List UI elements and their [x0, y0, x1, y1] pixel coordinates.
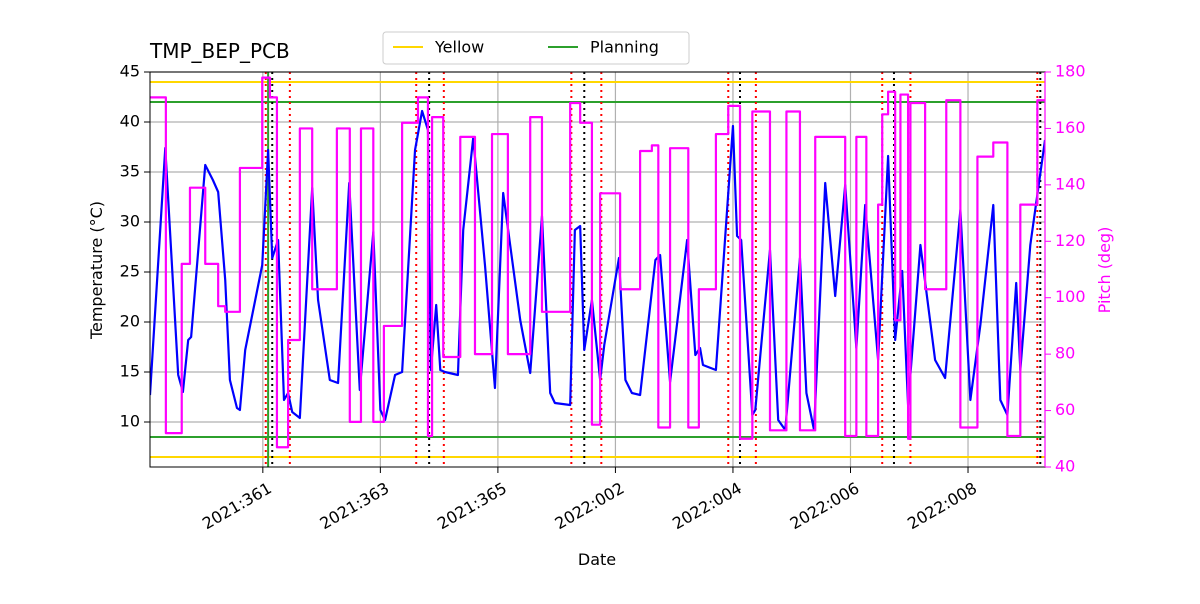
- y2-tick-label: 100: [1055, 287, 1086, 306]
- y-tick-label: 45: [120, 62, 140, 81]
- legend-label: Yellow: [434, 38, 484, 57]
- y2-tick-label: 160: [1055, 118, 1086, 137]
- y2-tick-label: 120: [1055, 231, 1086, 250]
- y2-axis-label: Pitch (deg): [1095, 227, 1114, 314]
- y-tick-label: 40: [120, 112, 140, 131]
- chart-title: TMP_BEP_PCB: [149, 39, 290, 63]
- y2-tick-label: 40: [1055, 457, 1075, 476]
- y-tick-label: 35: [120, 162, 140, 181]
- y2-tick-label: 140: [1055, 174, 1086, 193]
- y2-tick-label: 180: [1055, 62, 1086, 81]
- y-tick-label: 20: [120, 312, 140, 331]
- y-tick-label: 10: [120, 412, 140, 431]
- x-axis-label: Date: [578, 550, 616, 569]
- legend-box: [382, 31, 690, 65]
- y-axis-label: Temperature (°C): [87, 201, 106, 340]
- y-tick-label: 25: [120, 262, 140, 281]
- series-line: [150, 76, 1045, 449]
- legend-label: Planning: [590, 38, 659, 57]
- y-tick-label: 30: [120, 212, 140, 231]
- plot-area: [150, 72, 1045, 467]
- series-line: [150, 109, 1045, 432]
- y2-tick-label: 80: [1055, 344, 1075, 363]
- y2-tick-label: 60: [1055, 400, 1075, 419]
- y-tick-label: 15: [120, 362, 140, 381]
